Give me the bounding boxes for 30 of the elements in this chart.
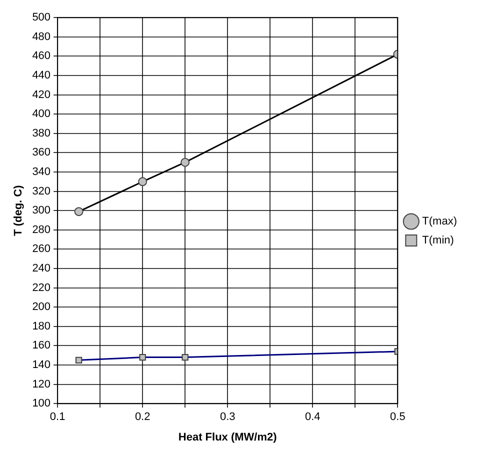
y-tick-label: 200 <box>32 301 51 314</box>
x-tick-label: 0.1 <box>50 411 66 424</box>
y-tick-label: 440 <box>32 70 51 82</box>
y-tick-label: 460 <box>32 50 51 62</box>
y-tick-label: 480 <box>32 30 51 43</box>
y-tick-label: 320 <box>32 185 51 198</box>
y-tick-label: 380 <box>32 127 51 140</box>
y-tick-label: 340 <box>32 166 51 178</box>
y-tick-label: 160 <box>32 340 51 352</box>
y-tick-label: 400 <box>32 108 51 120</box>
y-tick-label: 220 <box>32 282 51 294</box>
y-tick-label: 180 <box>32 320 51 332</box>
y-tick-label: 300 <box>32 204 51 217</box>
x-tick-label: 0.4 <box>304 411 320 424</box>
y-tick-label: 260 <box>32 243 51 256</box>
y-tick-label: 120 <box>32 378 51 390</box>
y-tick-label: 100 <box>32 398 51 410</box>
y-tick-label: 140 <box>32 359 51 372</box>
y-tick-label: 420 <box>32 88 51 101</box>
y-tick-label: 280 <box>32 224 51 236</box>
legend-label: T(min) <box>422 234 454 247</box>
x-tick-label: 0.2 <box>134 411 150 424</box>
y-tick-label: 500 <box>32 12 51 24</box>
x-axis-title: Heat Flux (MW/m2) <box>178 431 278 444</box>
x-tick-label: 0.5 <box>390 411 406 424</box>
legend-label: T(max) <box>422 216 457 228</box>
y-axis-title: T (deg. C) <box>12 184 25 236</box>
x-tick-label: 0.3 <box>220 411 236 424</box>
y-tick-label: 240 <box>32 262 51 275</box>
y-tick-label: 360 <box>32 146 51 159</box>
